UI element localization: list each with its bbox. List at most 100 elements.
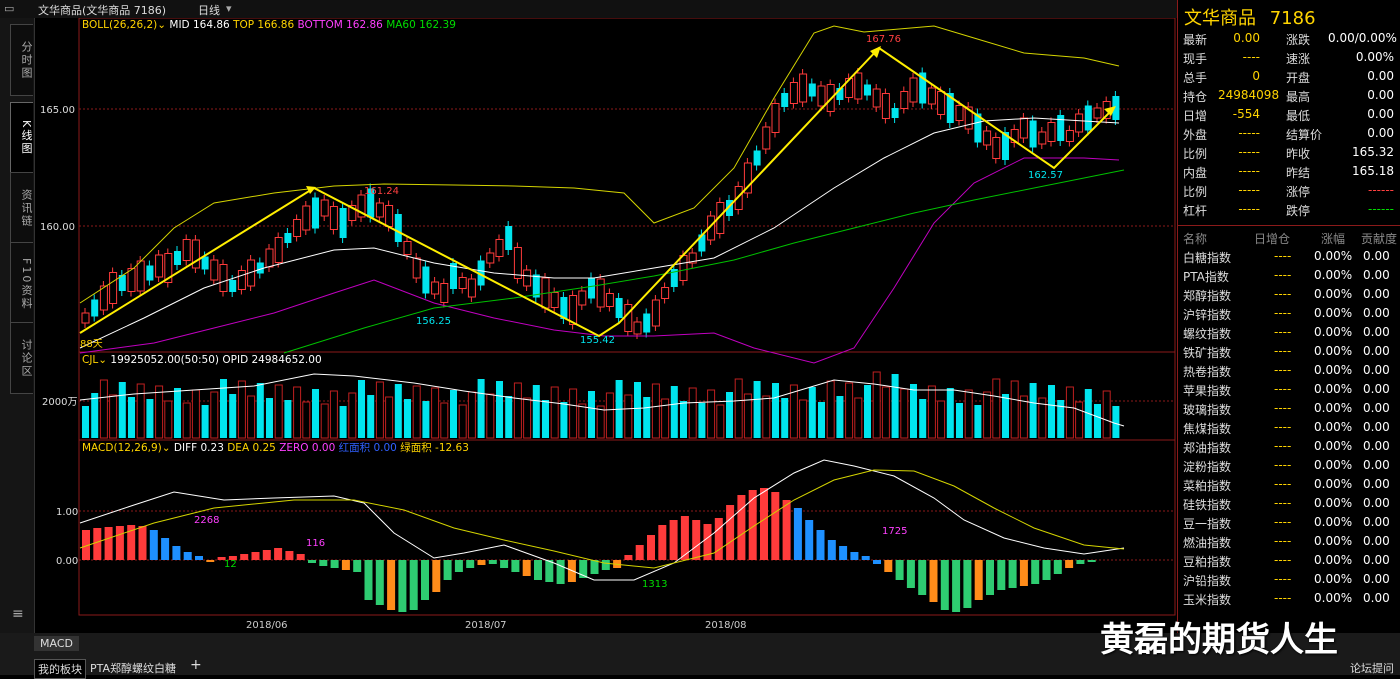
index-row[interactable]: 玻璃指数 ---- 0.00% 0.00 bbox=[1178, 399, 1400, 418]
macd-bar bbox=[1053, 560, 1062, 574]
macd-bar bbox=[895, 560, 904, 580]
candle-body bbox=[458, 277, 467, 289]
index-row[interactable]: 螺纹指数 ---- 0.00% 0.00 bbox=[1178, 323, 1400, 342]
macd-bar bbox=[884, 560, 893, 572]
volume-bar bbox=[872, 371, 881, 439]
candle-body bbox=[375, 202, 384, 218]
macd-bar bbox=[127, 525, 136, 560]
candle-body bbox=[624, 304, 633, 332]
kline-chart[interactable]: 165.00 160.00 2000万 1.00 0.00 BOLL(26,26… bbox=[34, 18, 1176, 633]
index-value: ---- bbox=[1274, 439, 1292, 453]
macd-bar bbox=[940, 560, 949, 610]
macd-bar bbox=[330, 560, 339, 568]
index-row[interactable]: 豆一指数 ---- 0.00% 0.00 bbox=[1178, 513, 1400, 532]
macd-bar bbox=[669, 520, 678, 560]
index-row[interactable]: 焦煤指数 ---- 0.00% 0.00 bbox=[1178, 418, 1400, 437]
volume-bar bbox=[836, 396, 844, 438]
index-row[interactable]: PTA指数 ---- 0.00% 0.00 bbox=[1178, 266, 1400, 285]
volume-bar bbox=[762, 395, 771, 439]
annotation-167-76: 167.76 bbox=[866, 34, 901, 45]
macd-bar bbox=[748, 490, 757, 560]
macd-bar bbox=[206, 560, 215, 562]
index-row[interactable]: 淀粉指数 ---- 0.00% 0.00 bbox=[1178, 456, 1400, 475]
candle-body bbox=[81, 312, 90, 324]
volume-bar bbox=[956, 403, 963, 438]
tab-time-share[interactable]: 分时图 bbox=[10, 24, 33, 96]
macd-bar bbox=[409, 560, 418, 610]
candle-body bbox=[992, 137, 1001, 159]
volume-bar bbox=[99, 379, 108, 439]
index-row[interactable]: 豆粕指数 ---- 0.00% 0.00 bbox=[1178, 551, 1400, 570]
forum-ask-button[interactable]: 论坛提问 bbox=[1350, 662, 1394, 675]
quote-label: 开盘 bbox=[1286, 71, 1311, 85]
index-name: 白糖指数 bbox=[1183, 251, 1232, 265]
index-value: 0.00 bbox=[1363, 363, 1390, 377]
tab-forum[interactable]: 讨论区 bbox=[10, 322, 33, 394]
candle-body bbox=[661, 287, 670, 299]
volume-bar bbox=[182, 402, 191, 439]
index-value: 0.00 bbox=[1363, 591, 1390, 605]
window-icon[interactable]: ▭ bbox=[4, 2, 15, 15]
period-selector[interactable]: 日线 bbox=[198, 4, 220, 17]
tab-macd[interactable]: MACD bbox=[34, 636, 79, 651]
index-value: 0.00% bbox=[1314, 249, 1353, 263]
volume-bar bbox=[891, 374, 899, 438]
candle-body bbox=[1065, 130, 1074, 142]
macd-bar bbox=[782, 500, 791, 560]
index-row[interactable]: 沪锌指数 ---- 0.00% 0.00 bbox=[1178, 304, 1400, 323]
index-name: 淀粉指数 bbox=[1183, 460, 1232, 474]
date-label-2018-07: 2018/07 bbox=[465, 620, 507, 631]
candle-body bbox=[403, 241, 412, 255]
index-row[interactable]: 白糖指数 ---- 0.00% 0.00 bbox=[1178, 247, 1400, 266]
volume-bar bbox=[854, 397, 863, 439]
candle-body bbox=[633, 321, 642, 335]
quote-label: 比例 bbox=[1183, 147, 1208, 161]
candle-body bbox=[109, 272, 118, 304]
index-value: 0.00% bbox=[1314, 382, 1353, 396]
candle-body bbox=[900, 91, 909, 109]
macd-bar bbox=[997, 560, 1006, 590]
index-row[interactable]: 菜粕指数 ---- 0.00% 0.00 bbox=[1178, 475, 1400, 494]
add-tab-button[interactable]: + bbox=[190, 657, 202, 673]
macd-axis-0: 0.00 bbox=[56, 556, 78, 567]
index-row[interactable]: 沪铅指数 ---- 0.00% 0.00 bbox=[1178, 570, 1400, 589]
price-panel-frame bbox=[78, 18, 1176, 353]
index-row[interactable]: 郑油指数 ---- 0.00% 0.00 bbox=[1178, 437, 1400, 456]
macd-bar bbox=[138, 526, 147, 560]
macd-bar bbox=[172, 546, 181, 560]
index-value: 0.00 bbox=[1363, 553, 1390, 567]
index-row[interactable]: 硅铁指数 ---- 0.00% 0.00 bbox=[1178, 494, 1400, 513]
price-axis-165: 165.00 bbox=[40, 105, 75, 116]
quote-row: 比例 ----- 昨收 165.32 bbox=[1178, 143, 1400, 162]
macd-bar bbox=[1065, 560, 1074, 568]
volume-bar bbox=[734, 378, 743, 439]
index-name: 沪锌指数 bbox=[1183, 308, 1232, 322]
volume-bar bbox=[578, 403, 587, 439]
quote-value: 0.00 bbox=[1233, 31, 1260, 45]
candle-body bbox=[532, 274, 540, 298]
index-value: 0.00% bbox=[1314, 477, 1353, 491]
index-value: 0.00 bbox=[1363, 344, 1390, 358]
index-row[interactable]: 热卷指数 ---- 0.00% 0.00 bbox=[1178, 361, 1400, 380]
index-row[interactable]: 郑醇指数 ---- 0.00% 0.00 bbox=[1178, 285, 1400, 304]
volume-bar bbox=[431, 387, 440, 439]
candle-body bbox=[467, 278, 476, 298]
candle-body bbox=[679, 255, 688, 281]
index-row[interactable]: 苹果指数 ---- 0.00% 0.00 bbox=[1178, 380, 1400, 399]
volume-bar bbox=[1065, 386, 1074, 439]
index-row[interactable]: 燃油指数 ---- 0.00% 0.00 bbox=[1178, 532, 1400, 551]
candle-body bbox=[210, 259, 219, 281]
tab-news[interactable]: 资讯链 bbox=[10, 172, 33, 244]
tab-kline[interactable]: K线图 bbox=[10, 102, 33, 174]
tab-custom-board[interactable]: PTA郑醇螺纹白糖 bbox=[90, 662, 177, 675]
index-row[interactable]: 玉米指数 ---- 0.00% 0.00 bbox=[1178, 589, 1400, 608]
tab-my-board[interactable]: 我的板块 bbox=[34, 659, 86, 679]
index-row[interactable]: 铁矿指数 ---- 0.00% 0.00 bbox=[1178, 342, 1400, 361]
chevron-down-icon[interactable]: ▾ bbox=[226, 2, 232, 15]
tab-f10[interactable]: F10资料 bbox=[10, 242, 33, 326]
menu-icon[interactable]: ≡ bbox=[12, 606, 24, 622]
side-tabs: 分时图 K线图 资讯链 F10资料 讨论区 ≡ bbox=[0, 18, 35, 633]
candle-body bbox=[513, 247, 522, 279]
macd-bar bbox=[375, 560, 384, 605]
candle-body bbox=[174, 251, 181, 265]
